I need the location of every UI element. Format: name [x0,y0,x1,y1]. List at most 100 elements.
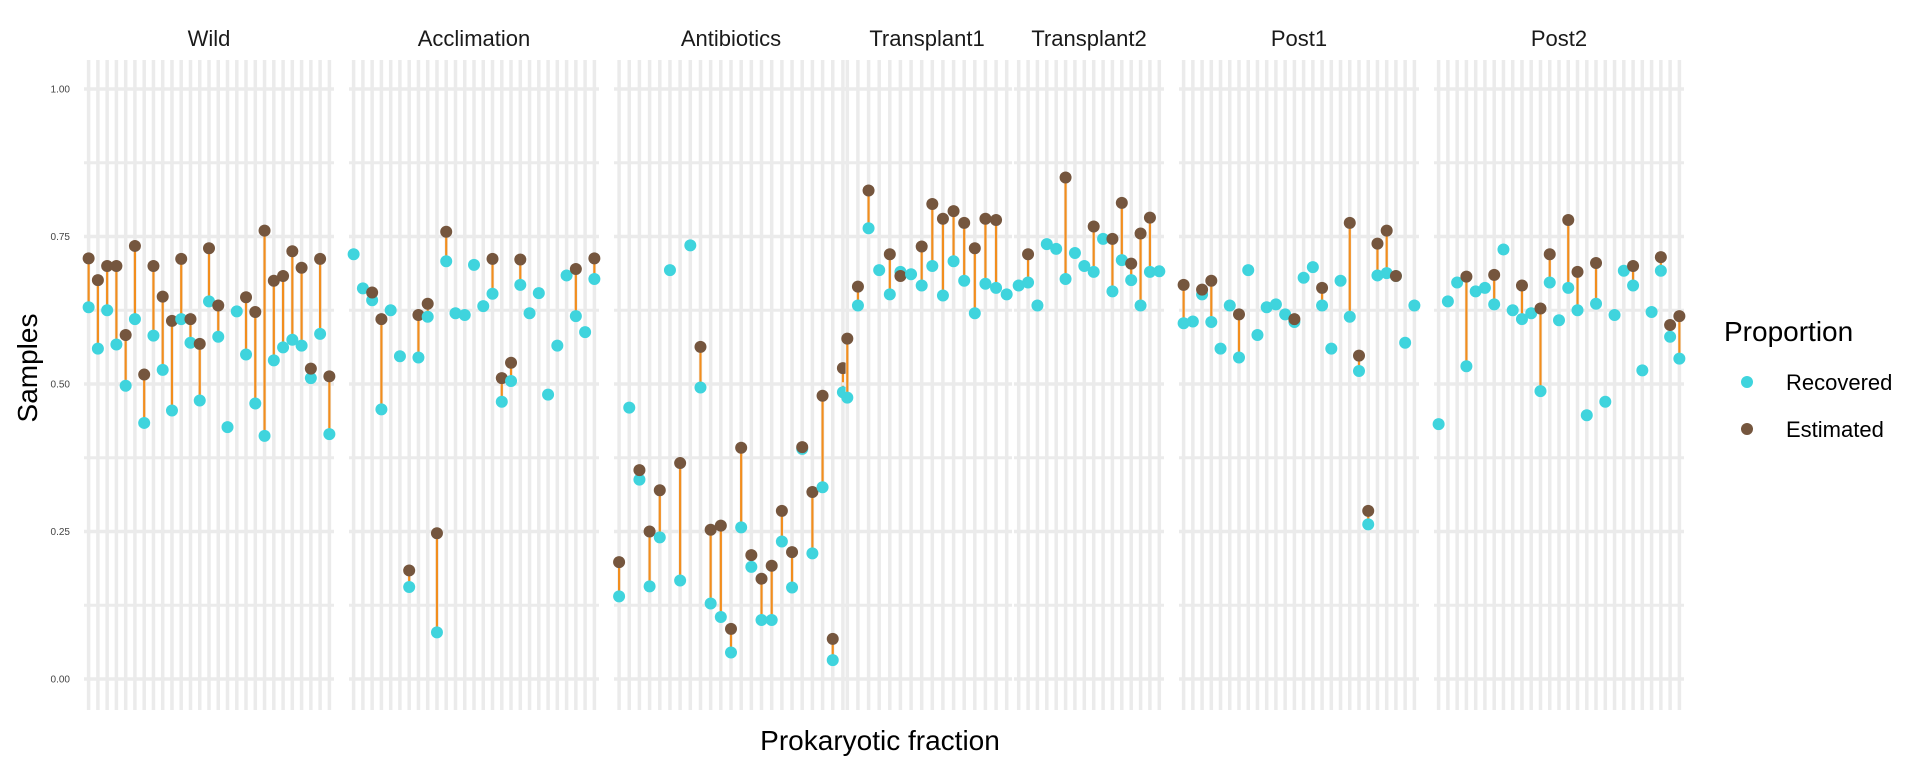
estimated-point [430,527,443,540]
recovered-point [1562,281,1575,294]
recovered-point [1380,267,1393,280]
recovered-point [1153,265,1166,278]
legend-label: Recovered [1786,370,1892,395]
estimated-point [267,274,280,287]
estimated-point [862,184,875,197]
recovered-point [1441,295,1454,308]
facet-strip-label: Transplant2 [1031,26,1146,51]
panel-marks [841,184,1013,404]
recovered-point [128,313,141,326]
facet-panel: Wild [82,26,336,710]
recovered-point [393,350,406,363]
recovered-point [212,330,225,343]
recovered-point [1031,299,1044,312]
recovered-point [314,327,327,340]
recovered-point [412,351,425,364]
panel-grid [1014,60,1164,710]
recovered-point [883,288,896,301]
recovered-point [495,395,508,408]
estimated-point [240,291,253,304]
estimated-point [1664,319,1677,331]
estimated-point [91,274,104,287]
recovered-point [806,547,819,560]
recovered-point [1608,308,1621,321]
facet-panel: Transplant1 [841,26,1013,710]
estimated-point [1590,257,1603,270]
recovered-point [523,307,536,320]
recovered-point [1478,281,1491,294]
recovered-point [1599,395,1612,408]
legend: Proportion Recovered Estimated [1724,316,1892,442]
recovered-point [295,339,308,352]
estimated-point [643,525,656,538]
estimated-point [883,248,896,261]
recovered-point [468,258,480,271]
recovered-point [1408,299,1421,312]
recovered-point [775,535,788,548]
recovered-point [569,310,582,323]
estimated-point [588,252,601,265]
recovered-point [816,481,829,494]
estimated-point [1196,283,1209,296]
estimated-point [375,313,388,326]
facet-strip-label: Acclimation [418,26,530,51]
estimated-point [936,212,949,225]
recovered-point [440,255,453,268]
recovered-point [203,295,215,308]
recovered-point [1059,272,1072,285]
estimated-point [1389,270,1402,283]
estimated-point [569,262,582,275]
recovered-point [1022,276,1035,289]
recovered-point [704,597,717,610]
recovered-point [110,338,123,351]
facet-panel: Acclimation [347,26,601,710]
y-axis-title: Samples [12,314,43,423]
recovered-point [1580,409,1593,422]
estimated-point [1515,279,1528,292]
estimated-point [1353,349,1365,362]
estimated-point [826,632,839,645]
recovered-point [430,626,443,639]
panel-grid [1434,60,1684,710]
estimated-point [841,332,854,345]
estimated-point [1362,504,1375,517]
recovered-point [1432,418,1445,431]
recovered-point [403,580,416,593]
recovered-point [786,581,799,594]
recovered-point [1627,279,1640,292]
recovered-point [663,264,676,277]
y-tick-label: 0.00 [51,675,71,686]
recovered-point [147,329,160,342]
recovered-point [384,304,397,317]
legend-label: Estimated [1786,417,1884,442]
recovered-point [1325,342,1338,355]
recovered-point [714,611,727,624]
recovered-point [1012,279,1025,292]
recovered-point [1106,285,1119,298]
recovered-point [1488,298,1501,311]
recovered-point [1306,261,1319,274]
estimated-point [926,198,939,211]
estimated-point [412,308,425,321]
estimated-point [110,260,123,272]
facet-panel: Post2 [1432,26,1686,710]
recovered-point [1068,247,1081,260]
estimated-point [1654,251,1667,264]
recovered-point [1497,243,1510,256]
recovered-point [1571,304,1584,317]
facet-strip-label: Post2 [1531,26,1587,51]
recovered-point [286,333,299,346]
recovered-point [1543,276,1556,289]
estimated-point [1571,265,1584,278]
recovered-point [1515,313,1528,326]
recovered-point [1534,385,1547,398]
estimated-point [725,622,737,635]
estimated-point [1115,196,1128,209]
recovered-point [1525,307,1538,320]
recovered-point [1673,352,1686,365]
panel-grid [1179,60,1419,710]
recovered-point [1654,264,1667,277]
recovered-point [101,304,114,317]
recovered-point [1371,269,1384,282]
recovered-point [1460,360,1473,373]
